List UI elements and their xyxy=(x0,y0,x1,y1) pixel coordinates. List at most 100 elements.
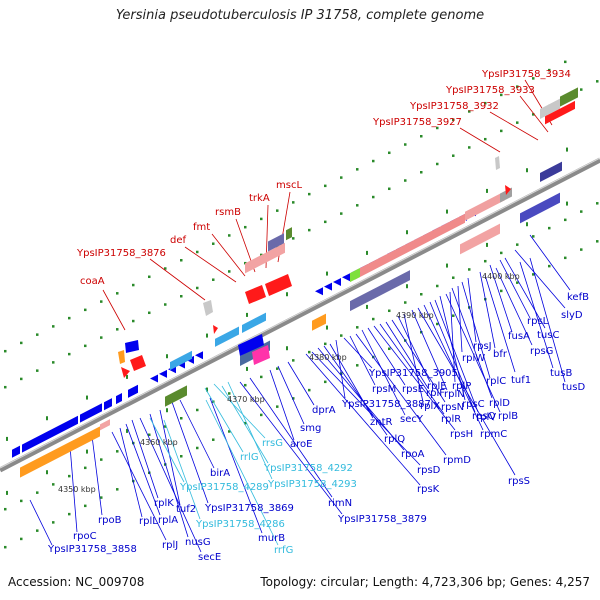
gene-label[interactable]: rplK xyxy=(154,498,174,509)
gene-label[interactable]: nusG xyxy=(185,537,211,548)
gene-label[interactable]: rpsC xyxy=(462,399,485,410)
gene-label[interactable]: fmt xyxy=(193,222,210,233)
gene-label[interactable]: def xyxy=(170,235,187,246)
gene-label[interactable]: YpsIP31758_3905 xyxy=(368,368,458,379)
gene-label[interactable]: dprA xyxy=(312,405,336,416)
gene-label[interactable]: rpsK xyxy=(417,484,440,495)
gene-label[interactable]: slyD xyxy=(561,310,583,321)
gene-label[interactable]: kefB xyxy=(567,292,589,303)
gene-label[interactable]: rrfG xyxy=(274,545,293,556)
gene-label[interactable]: aroE xyxy=(290,439,312,450)
gene-block xyxy=(312,313,326,331)
gene-label[interactable]: rrlG xyxy=(240,452,259,463)
gene-label[interactable]: fusA xyxy=(508,331,530,342)
gene-label[interactable]: rplV xyxy=(476,412,496,423)
gene-label[interactable]: rplF xyxy=(426,388,445,399)
gene-label[interactable]: rsmB xyxy=(215,207,241,218)
forward-gene xyxy=(104,398,112,411)
tick-mark xyxy=(446,209,448,214)
gene-label[interactable]: YpsIP31758_4293 xyxy=(267,479,357,490)
gene-label[interactable]: rpsN xyxy=(441,402,464,413)
gene-label[interactable]: rpmC xyxy=(480,429,507,440)
gene-label[interactable]: rpsE xyxy=(402,384,424,395)
gene-label[interactable]: trkA xyxy=(249,193,270,204)
gene-label[interactable]: mscL xyxy=(276,180,302,191)
gene-label[interactable]: rpsG xyxy=(530,346,553,357)
callout-line xyxy=(355,333,447,456)
gene-label[interactable]: bfr xyxy=(493,349,508,360)
guide-dot xyxy=(340,176,343,179)
gene-label[interactable]: YpsIP31758_3858 xyxy=(47,544,137,555)
gene-label[interactable]: YpsIP31758_3869 xyxy=(204,503,294,514)
callout-line xyxy=(411,309,448,391)
gene-label[interactable]: rplX xyxy=(420,401,440,412)
gene-label[interactable]: tusD xyxy=(562,382,585,393)
gene-label[interactable]: rpsL xyxy=(527,316,549,327)
tick-mark xyxy=(366,304,368,309)
gene-label[interactable]: YpsIP31758_3934 xyxy=(481,69,571,80)
tick-mark xyxy=(406,230,408,235)
gene-label[interactable]: YpsIP31758_3887 xyxy=(341,399,431,410)
gene-label[interactable]: rpsQ xyxy=(472,411,496,422)
gene-label[interactable]: rplB xyxy=(498,411,518,422)
callout-line xyxy=(519,95,549,133)
gene-arrow xyxy=(213,325,218,334)
gene-label[interactable]: coaA xyxy=(80,276,105,287)
guide-dot xyxy=(164,425,167,428)
guide-dot xyxy=(4,545,7,549)
forward-gene xyxy=(238,334,264,356)
gene-label[interactable]: YpsIP31758_4286 xyxy=(195,519,285,530)
gene-label[interactable]: tuf1 xyxy=(511,375,531,386)
gene-label[interactable]: rplA xyxy=(158,515,178,526)
gene-label[interactable]: rpsH xyxy=(450,429,473,440)
tick-mark xyxy=(46,470,48,475)
gene-label[interactable]: YpsIP31758_3933 xyxy=(445,85,535,96)
gene-label[interactable]: birA xyxy=(210,468,230,479)
gene-label[interactable]: rplD xyxy=(489,398,510,409)
gene-label[interactable]: secY xyxy=(400,414,424,425)
gene-label[interactable]: smg xyxy=(300,423,321,434)
gene-label[interactable]: rpmD xyxy=(443,455,471,466)
red-labels: YpsIP31758_3934 YpsIP31758_3933 YpsIP317… xyxy=(76,69,571,287)
gene-label[interactable]: rpoB xyxy=(98,515,122,526)
gene-label[interactable]: YpsIP31758_3879 xyxy=(337,514,427,525)
gene-label[interactable]: rpsS xyxy=(508,476,530,487)
guide-dot xyxy=(84,344,87,348)
tick-mark xyxy=(486,188,488,193)
guide-dot xyxy=(164,303,167,306)
gene-label[interactable]: YpsIP31758_3927 xyxy=(372,117,462,128)
gene-label[interactable]: tusB xyxy=(550,368,572,379)
gene-label[interactable]: rpsJ xyxy=(473,341,492,352)
gene-label[interactable]: zntR xyxy=(370,417,393,428)
gene-label[interactable]: rplE xyxy=(427,381,447,392)
gene-label[interactable]: rplQ xyxy=(384,434,405,445)
gene-label[interactable]: rplC xyxy=(486,376,506,387)
gene-label[interactable]: YpsIP31758_4292 xyxy=(263,463,353,474)
gene-label[interactable]: YpsIP31758_3932 xyxy=(409,101,499,112)
gene-label[interactable]: rplP xyxy=(452,381,471,392)
gene-label[interactable]: murB xyxy=(258,533,285,544)
gene-label[interactable]: rimN xyxy=(328,498,352,509)
gene-label[interactable]: secE xyxy=(198,552,221,563)
gene-label[interactable]: rpsD xyxy=(417,465,441,476)
callout-line xyxy=(461,281,491,379)
gene-label[interactable]: rplW xyxy=(462,353,485,364)
gene-label[interactable]: rpsM xyxy=(372,384,396,395)
guide-dot xyxy=(372,317,375,321)
gene-label[interactable]: rrsG xyxy=(262,438,283,449)
gene-label[interactable]: tuf2 xyxy=(176,504,196,515)
guide-dot xyxy=(20,537,23,541)
gene-label[interactable]: tusC xyxy=(537,330,559,341)
gene-label[interactable]: rplL xyxy=(139,516,158,527)
gene-block xyxy=(495,156,500,170)
gene-label[interactable]: rplR xyxy=(441,414,461,425)
guide-dot xyxy=(356,364,359,367)
gene-label[interactable]: rpoA xyxy=(401,449,425,460)
gene-label[interactable]: YpsIP31758_3876 xyxy=(76,248,166,259)
gene-label[interactable]: YpsIP31758_4289 xyxy=(179,482,269,493)
gene-label[interactable]: rplJ xyxy=(162,540,178,551)
guide-dot xyxy=(500,129,503,133)
gene-label[interactable]: rpoC xyxy=(73,531,97,542)
gene-label[interactable]: rplN xyxy=(444,389,465,400)
guide-dot xyxy=(244,261,247,265)
